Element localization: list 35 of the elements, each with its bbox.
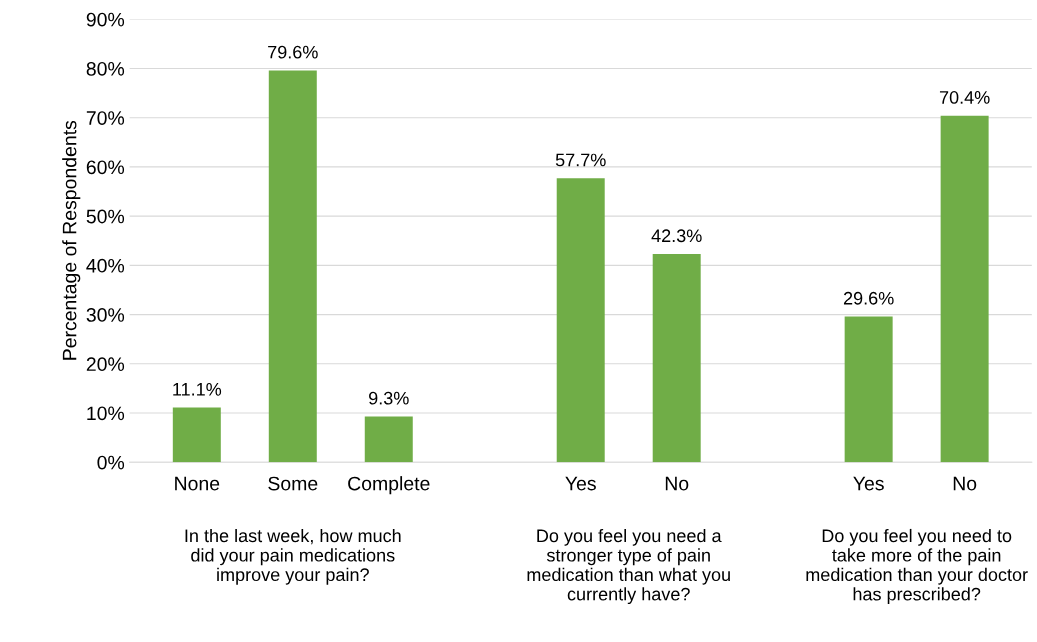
y-tick-label: 50%: [86, 209, 125, 224]
bar: [652, 254, 701, 463]
y-tick-label: 80%: [86, 61, 125, 76]
bar: [364, 416, 413, 463]
data-label: 29.6%: [843, 291, 894, 305]
text: In the last week, how much did your pain medications improve your pain?: [185, 528, 401, 585]
x-tick-label: Yes: [853, 476, 884, 491]
y-tick-label: 20%: [86, 357, 125, 372]
x-tick-label: No: [665, 476, 689, 491]
y-tick-label: 70%: [86, 111, 125, 125]
text: Do you feel you need to take more of the pain medication than your doctor has prescribed?: [806, 528, 1028, 605]
data-label: 11.1%: [173, 383, 222, 396]
x-tick-label: Some: [268, 476, 318, 491]
y-tick-label: 60%: [86, 160, 125, 175]
y-tick-label: 30%: [86, 308, 125, 322]
y-tick-label: 90%: [86, 12, 125, 27]
data-label: 79.6%: [268, 45, 318, 59]
x-tick-label: No: [953, 476, 977, 491]
data-label: 70.4%: [939, 91, 990, 104]
y-tick-label: 0%: [97, 455, 125, 470]
y-axis-title: Percentage of Respondents: [62, 120, 81, 360]
data-label: 57.7%: [555, 153, 606, 167]
data-label: 9.3%: [369, 391, 409, 405]
bar: [268, 70, 317, 463]
bar: [844, 316, 893, 463]
x-tick-label: Yes: [565, 476, 596, 491]
y-tick-label: 10%: [87, 406, 125, 421]
y-tick-label: 40%: [86, 258, 125, 273]
text: Do you feel you need a stronger type of pain medication than what you currently have?: [527, 528, 730, 605]
data-label: 42.3%: [651, 229, 702, 243]
bar: [556, 178, 605, 463]
bar: [172, 407, 221, 463]
x-tick-label: Complete: [348, 476, 430, 495]
x-tick-label: None: [175, 476, 220, 491]
bar: [940, 115, 989, 463]
